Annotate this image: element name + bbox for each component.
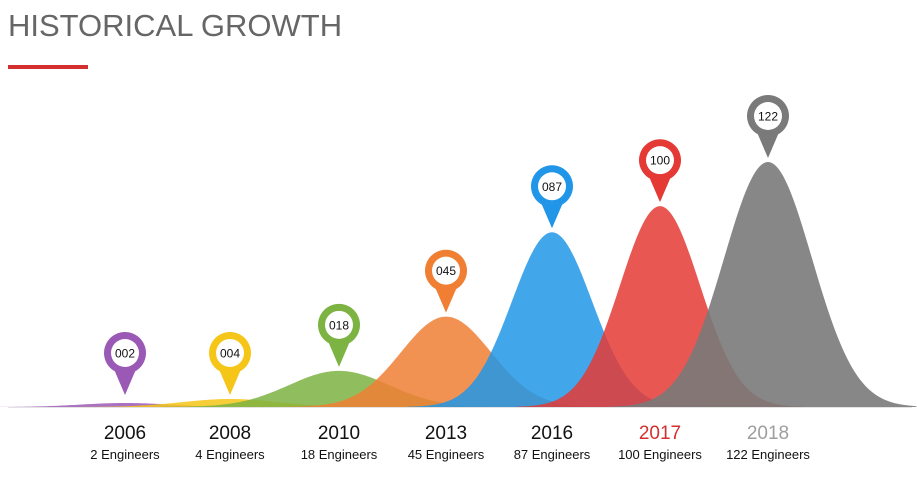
pin-value-label: 100 bbox=[650, 154, 670, 168]
pin-inner-circle bbox=[754, 102, 782, 130]
pin-marker-2010: 018 bbox=[318, 303, 360, 367]
pin-marker-2013: 045 bbox=[425, 249, 468, 313]
year-label: 2010 bbox=[317, 423, 361, 444]
title-accent-rule bbox=[8, 65, 88, 69]
pin-value-label: 018 bbox=[329, 318, 349, 332]
pin-marker-2017: 100 bbox=[639, 139, 681, 203]
bell-area-2016 bbox=[408, 232, 696, 407]
engineer-count-label: 87 Engineers bbox=[513, 447, 591, 462]
pin-inner-circle bbox=[111, 339, 139, 367]
bell-area-2018 bbox=[609, 162, 917, 407]
pin-value-label: 002 bbox=[115, 347, 135, 361]
year-label: 2016 bbox=[530, 423, 574, 444]
category-label-2016: 2016 87 Engineers bbox=[492, 423, 612, 462]
bell-area-2013 bbox=[284, 316, 608, 407]
bell-area-2017 bbox=[516, 206, 804, 407]
year-label: 2006 bbox=[103, 423, 147, 444]
pin-marker-2006: 002 bbox=[103, 331, 146, 395]
pin-value-label: 045 bbox=[436, 264, 456, 278]
year-label: 2017 bbox=[638, 423, 682, 444]
engineer-count-label: 100 Engineers bbox=[618, 447, 702, 462]
pin-marker-2016: 087 bbox=[531, 165, 573, 229]
engineer-count-label: 2 Engineers bbox=[90, 447, 160, 462]
category-label-2010: 2010 18 Engineers bbox=[279, 423, 399, 462]
pin-value-label: 122 bbox=[758, 110, 778, 124]
bell-area-2006 bbox=[0, 402, 284, 407]
category-label-2006: 2006 2 Engineers bbox=[65, 423, 185, 462]
pin-inner-circle bbox=[646, 146, 674, 175]
category-label-2017: 2017 100 Engineers bbox=[600, 423, 720, 462]
year-label: 2013 bbox=[424, 423, 468, 444]
engineer-count-label: 122 Engineers bbox=[726, 447, 810, 462]
bell-area-2008 bbox=[57, 398, 403, 407]
engineer-count-label: 18 Engineers bbox=[300, 447, 378, 462]
pin-value-label: 087 bbox=[542, 180, 562, 194]
category-label-2018: 2018 122 Engineers bbox=[708, 423, 828, 462]
pin-inner-circle bbox=[325, 310, 353, 339]
engineer-count-label: 4 Engineers bbox=[195, 447, 265, 462]
pin-value-label: 004 bbox=[220, 346, 240, 360]
pin-marker-2018: 122 bbox=[747, 94, 789, 158]
year-label: 2018 bbox=[746, 423, 790, 444]
category-label-2008: 2008 4 Engineers bbox=[170, 423, 290, 462]
pin-inner-circle bbox=[216, 338, 244, 367]
pin-inner-circle bbox=[538, 172, 566, 201]
category-label-2013: 2013 45 Engineers bbox=[386, 423, 506, 462]
page-title: HISTORICAL GROWTH bbox=[8, 8, 343, 43]
bell-area-2010 bbox=[159, 370, 519, 407]
year-label: 2008 bbox=[208, 423, 252, 444]
engineer-count-label: 45 Engineers bbox=[407, 447, 485, 462]
pin-marker-2008: 004 bbox=[209, 331, 252, 395]
pin-inner-circle bbox=[432, 256, 460, 285]
